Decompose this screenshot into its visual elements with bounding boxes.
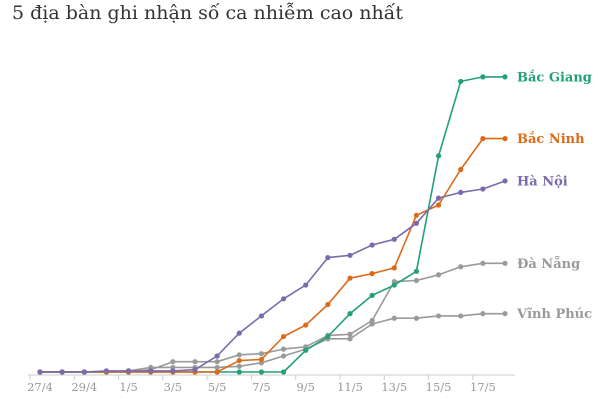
- data-point-da-nang: [214, 359, 220, 365]
- data-point-bac-giang: [303, 347, 309, 353]
- data-point-ha-noi: [125, 368, 132, 374]
- series-line-vinh-phuc: [40, 312, 505, 373]
- data-point-vinh-phuc: [369, 321, 375, 327]
- data-point-bac-ninh: [413, 212, 420, 218]
- data-point-ha-noi: [369, 242, 375, 248]
- x-tick-label: 5/5: [208, 380, 227, 394]
- x-tick-label: 15/5: [426, 380, 452, 394]
- data-point-bac-ninh: [502, 136, 508, 142]
- data-point-bac-giang: [325, 333, 331, 340]
- data-point-da-nang: [347, 331, 353, 337]
- data-point-da-nang: [502, 260, 508, 266]
- data-point-bac-ninh: [458, 166, 464, 173]
- data-point-bac-ninh: [325, 301, 331, 308]
- data-point-vinh-phuc: [502, 311, 508, 317]
- data-point-ha-noi: [170, 368, 176, 374]
- x-tick-label: 17/5: [470, 380, 496, 394]
- x-tick-label: 13/5: [381, 380, 407, 394]
- x-tick-label: 7/5: [252, 380, 271, 394]
- series-line-da-nang: [40, 262, 505, 373]
- data-point-vinh-phuc: [413, 315, 420, 321]
- data-point-vinh-phuc: [458, 313, 464, 319]
- x-tick-label: 9/5: [296, 380, 315, 394]
- data-point-bac-giang: [502, 74, 508, 80]
- series-label-da-nang: Đà Nẵng: [517, 256, 580, 272]
- data-point-ha-noi: [391, 236, 397, 242]
- data-point-bac-giang: [391, 282, 397, 288]
- data-point-vinh-phuc: [391, 315, 397, 321]
- data-point-vinh-phuc: [347, 336, 353, 342]
- x-tick-label: 3/5: [164, 380, 183, 394]
- data-point-da-nang: [413, 277, 420, 284]
- data-point-bac-ninh: [258, 356, 265, 363]
- data-point-bac-ninh: [347, 275, 353, 281]
- data-point-bac-giang: [413, 268, 420, 274]
- series-line-bac-giang: [40, 76, 505, 373]
- data-point-da-nang: [258, 351, 265, 357]
- data-point-da-nang: [435, 272, 442, 278]
- data-point-bac-giang: [458, 78, 464, 85]
- data-point-bac-giang: [435, 153, 442, 159]
- data-point-da-nang: [236, 352, 242, 358]
- data-point-ha-noi: [413, 220, 420, 226]
- data-point-ha-noi: [347, 252, 353, 258]
- data-point-bac-ninh: [303, 322, 309, 328]
- data-point-bac-ninh: [280, 333, 287, 340]
- series-label-bac-ninh: Bắc Ninh: [517, 131, 585, 147]
- data-point-ha-noi: [303, 282, 309, 288]
- data-point-bac-ninh: [480, 136, 486, 142]
- data-point-bac-giang: [280, 369, 287, 375]
- data-point-ha-noi: [435, 195, 442, 201]
- data-point-bac-giang: [236, 369, 242, 375]
- data-point-bac-giang: [480, 74, 486, 80]
- series-line-ha-noi: [40, 180, 506, 373]
- series-label-bac-giang: Bắc Giang: [517, 69, 592, 85]
- x-tick-label: 1/5: [119, 380, 138, 394]
- x-tick-label: 29/4: [71, 380, 97, 394]
- data-point-ha-noi: [280, 296, 287, 302]
- data-point-ha-noi: [325, 255, 331, 261]
- series-label-vinh-phuc: Vĩnh Phúc: [516, 307, 592, 322]
- data-point-ha-noi: [502, 178, 508, 184]
- data-point-bac-giang: [369, 292, 375, 298]
- data-point-ha-noi: [148, 368, 154, 374]
- data-point-ha-noi: [103, 368, 110, 374]
- data-point-da-nang: [458, 264, 464, 270]
- data-point-bac-ninh: [214, 369, 220, 375]
- x-tick-label: 11/5: [337, 380, 363, 394]
- data-point-da-nang: [280, 346, 287, 352]
- chart-title: 5 địa bàn ghi nhận số ca nhiễm cao nhất: [12, 2, 404, 24]
- data-point-vinh-phuc: [214, 364, 220, 371]
- data-point-ha-noi: [236, 330, 242, 336]
- data-point-ha-noi: [81, 369, 87, 375]
- data-point-ha-noi: [192, 367, 198, 373]
- data-point-bac-giang: [258, 369, 265, 375]
- data-point-vinh-phuc: [435, 313, 442, 319]
- data-point-da-nang: [192, 359, 198, 365]
- x-tick-label: 27/4: [27, 380, 53, 394]
- data-point-ha-noi: [37, 369, 43, 375]
- data-point-da-nang: [480, 260, 486, 266]
- data-point-ha-noi: [214, 353, 220, 359]
- data-point-vinh-phuc: [280, 353, 287, 359]
- data-point-bac-ninh: [391, 265, 397, 271]
- data-point-ha-noi: [258, 313, 265, 319]
- data-point-bac-giang: [347, 311, 353, 317]
- data-point-ha-noi: [458, 189, 464, 196]
- data-point-da-nang: [170, 359, 176, 365]
- data-point-bac-ninh: [236, 357, 242, 364]
- data-point-vinh-phuc: [236, 363, 242, 369]
- data-point-ha-noi: [480, 186, 486, 192]
- data-point-bac-ninh: [369, 271, 375, 277]
- data-point-ha-noi: [59, 369, 65, 375]
- series-label-ha-noi: Hà Nội: [517, 174, 568, 189]
- data-point-vinh-phuc: [480, 311, 486, 317]
- data-point-bac-ninh: [435, 202, 442, 208]
